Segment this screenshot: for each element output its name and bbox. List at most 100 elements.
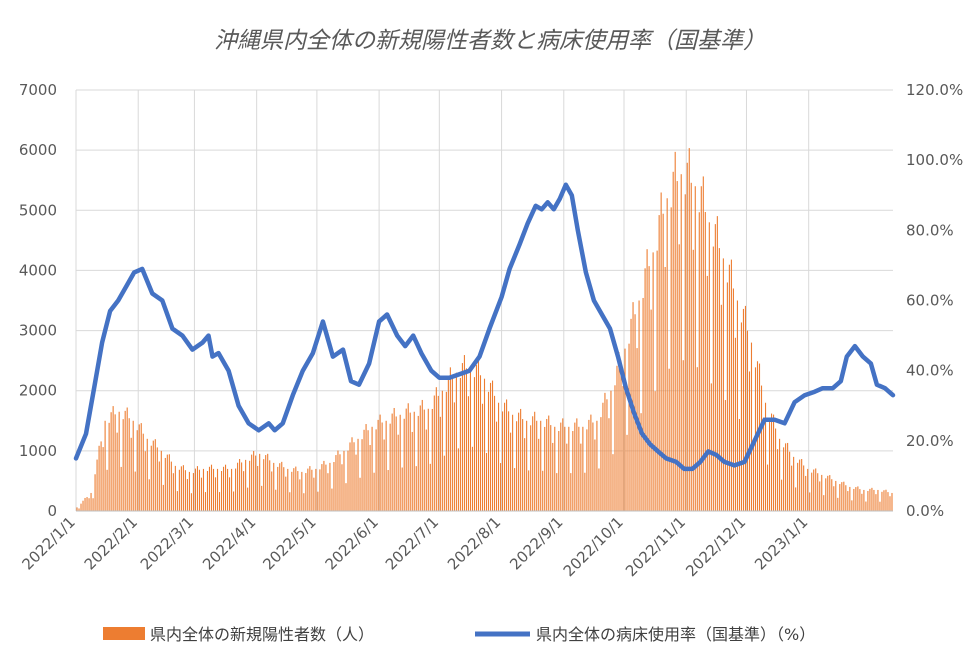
bar [845, 485, 847, 511]
bar [781, 479, 783, 511]
bar [229, 477, 231, 511]
bar [108, 422, 110, 511]
bar [881, 491, 883, 511]
bar [590, 414, 592, 511]
bar [602, 402, 604, 511]
bar [690, 182, 692, 511]
bar [190, 493, 192, 511]
bar [78, 508, 80, 511]
bar [779, 438, 781, 511]
bar [692, 249, 694, 511]
bar [530, 425, 532, 511]
bar [682, 360, 684, 511]
bar [766, 464, 769, 511]
bar [407, 403, 409, 511]
bar [82, 500, 84, 511]
bar [233, 491, 235, 511]
bar [867, 491, 869, 511]
bar [289, 492, 291, 511]
bar [393, 407, 395, 511]
y-right-tick-label: 80.0% [906, 221, 954, 239]
y-right-tick-label: 20.0% [906, 432, 954, 450]
bar [875, 494, 877, 511]
bar [793, 456, 795, 511]
bar [734, 337, 736, 511]
bar [510, 432, 512, 511]
bar [283, 467, 285, 511]
bar [445, 391, 447, 511]
bar [182, 465, 184, 511]
bar [130, 437, 132, 511]
bar [491, 380, 494, 511]
bar [395, 416, 397, 511]
bar [606, 399, 608, 511]
bar [783, 447, 785, 511]
bar [504, 402, 506, 511]
bar [726, 282, 728, 511]
bar [160, 450, 162, 511]
bar [421, 399, 423, 511]
bar [88, 498, 90, 511]
bar [696, 367, 698, 511]
bar [212, 468, 215, 511]
bar [638, 300, 640, 511]
bar [451, 377, 453, 511]
bar [237, 462, 239, 511]
bar [134, 471, 136, 511]
bar [204, 492, 207, 511]
bar [698, 212, 700, 511]
bar [847, 491, 849, 511]
bar [409, 412, 411, 511]
bar [700, 186, 702, 511]
bar [369, 445, 371, 511]
bar [849, 486, 851, 511]
bar [361, 439, 363, 511]
bar [461, 363, 463, 511]
bar [200, 477, 203, 511]
bar [343, 450, 345, 511]
bar [417, 415, 419, 511]
y-right-tick-label: 120.0% [906, 81, 963, 99]
bar [608, 418, 610, 511]
bar [516, 421, 518, 511]
bar [785, 443, 787, 511]
bar [614, 385, 616, 511]
bar [728, 264, 730, 511]
bar [467, 396, 469, 511]
bar [497, 402, 500, 511]
bar [750, 342, 753, 511]
bar [522, 419, 524, 511]
bar [297, 471, 299, 511]
bar [263, 459, 265, 511]
bar [666, 198, 668, 511]
bar [500, 463, 502, 511]
bar [152, 440, 154, 511]
bar [891, 492, 893, 511]
bar [110, 412, 112, 511]
bar [279, 463, 281, 511]
bar [762, 417, 765, 511]
bar [295, 466, 297, 511]
bar [309, 466, 311, 511]
bar [542, 470, 544, 511]
bar [843, 481, 845, 511]
bar [277, 466, 279, 511]
y-left-tick-label: 6000 [19, 141, 57, 159]
bar [353, 442, 355, 511]
bar [144, 451, 146, 511]
bar [612, 454, 614, 511]
bar [644, 268, 646, 511]
bar [447, 376, 449, 511]
bar [841, 482, 843, 511]
bar [224, 464, 227, 511]
bar [345, 483, 347, 511]
bar [439, 416, 441, 511]
bar [526, 420, 528, 511]
bar [803, 465, 805, 511]
bar [429, 463, 431, 511]
bar [493, 395, 496, 511]
bar [443, 455, 445, 511]
bar [331, 488, 333, 511]
bar [150, 445, 152, 511]
bar [210, 464, 213, 511]
